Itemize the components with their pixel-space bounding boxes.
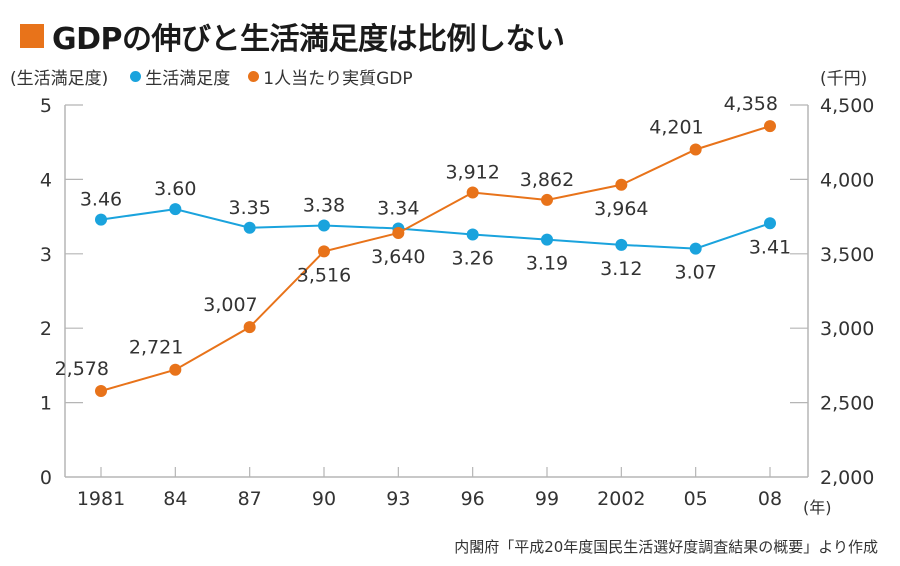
left-axis-tick-label: 2 [40,318,52,340]
data-point-satisfaction [689,242,702,255]
x-axis-tick-label: 90 [312,488,336,510]
x-axis-tick-label: 87 [238,488,262,510]
data-label-satisfaction: 3.60 [154,178,196,200]
data-label-gdp: 3,964 [594,198,648,220]
data-point-gdp [318,245,330,258]
data-point-satisfaction [541,233,553,246]
data-label-satisfaction: 3.46 [80,189,122,211]
data-label-gdp: 3,912 [445,161,499,183]
left-axis-tick-label: 3 [40,244,52,266]
chart-title-block: GDPの伸びと生活満足度は比例しない [20,14,565,58]
data-label-satisfaction: 3.12 [600,258,642,280]
data-point-gdp [764,120,776,133]
x-axis-tick-label: 93 [386,488,410,510]
data-label-gdp: 2,721 [129,337,183,359]
x-axis-tick-label: 99 [535,488,559,510]
data-point-gdp [466,186,479,199]
series-line-gdp [100,125,771,392]
data-point-gdp [392,226,405,239]
legend-item-satisfaction: 生活満足度 [130,64,230,89]
data-label-satisfaction: 3.38 [303,195,345,217]
data-label-satisfaction: 3.26 [452,247,494,269]
left-axis-unit-label: (生活満足度) [10,69,109,89]
data-point-satisfaction [466,228,479,241]
right-axis-tick-label: 3,500 [820,244,874,266]
data-label-gdp: 3,862 [520,169,574,191]
data-point-satisfaction [615,238,628,251]
left-axis-tick-label: 1 [40,393,52,415]
title-marker-square [20,24,44,48]
x-axis-tick-label: 1981 [77,488,125,510]
data-point-satisfaction [764,217,776,230]
data-point-satisfaction [169,203,182,216]
chart-title: GDPの伸びと生活満足度は比例しない [52,22,565,57]
left-axis-tick-label: 5 [40,95,52,117]
source-note: 内閣府「平成20年度国民生活選好度調査結果の概要」より作成 [454,538,878,556]
data-label-satisfaction: 3.07 [675,262,717,284]
data-point-gdp [169,363,182,376]
data-point-satisfaction [95,213,107,226]
series-line-satisfaction [100,208,771,250]
legend-item-gdp: 1人当たり実質GDP [248,64,413,89]
data-label-gdp: 3,007 [203,294,257,316]
right-axis-tick-label: 2,500 [820,393,874,415]
x-axis-tick-label: 05 [684,488,708,510]
data-point-satisfaction [318,219,330,232]
right-axis-tick-label: 3,000 [820,318,874,340]
x-axis-tick-label: 84 [163,488,187,510]
right-axis-tick-label: 4,000 [820,169,874,191]
data-label-gdp: 4,358 [724,93,778,115]
data-label-satisfaction: 3.34 [377,198,419,220]
left-axis-tick-label: 0 [40,467,52,489]
data-label-gdp: 2,578 [55,358,109,380]
data-label-satisfaction: 3.35 [229,197,271,219]
x-axis-tick-label: 08 [758,488,782,510]
data-label-gdp: 4,201 [649,116,703,138]
x-axis-tick-label: 2002 [597,488,645,510]
right-axis-tick-label: 2,000 [820,467,874,489]
data-label-gdp: 3,640 [371,246,425,268]
left-axis-tick-label: 4 [40,169,52,191]
legend-dot-orange [248,71,260,82]
right-axis-tick-label: 4,500 [820,95,874,117]
data-point-gdp [243,321,256,334]
x-axis-tick-label: 96 [461,488,485,510]
data-label-gdp: 3,516 [297,264,351,286]
data-label-satisfaction: 3.19 [526,253,568,275]
legend: (生活満足度) 生活満足度 1人当たり実質GDP [10,64,431,89]
data-point-gdp [541,193,553,206]
data-label-satisfaction: 3.41 [749,236,791,258]
legend-label-gdp: 1人当たり実質GDP [263,69,413,89]
right-axis-unit-label: (千円) [820,69,868,89]
x-axis-unit-label: (年) [803,498,832,517]
legend-dot-blue [130,71,142,82]
legend-label-satisfaction: 生活満足度 [145,69,231,89]
data-point-gdp [95,384,107,397]
data-point-satisfaction [243,221,256,234]
data-point-gdp [615,178,628,191]
data-point-gdp [689,143,702,156]
